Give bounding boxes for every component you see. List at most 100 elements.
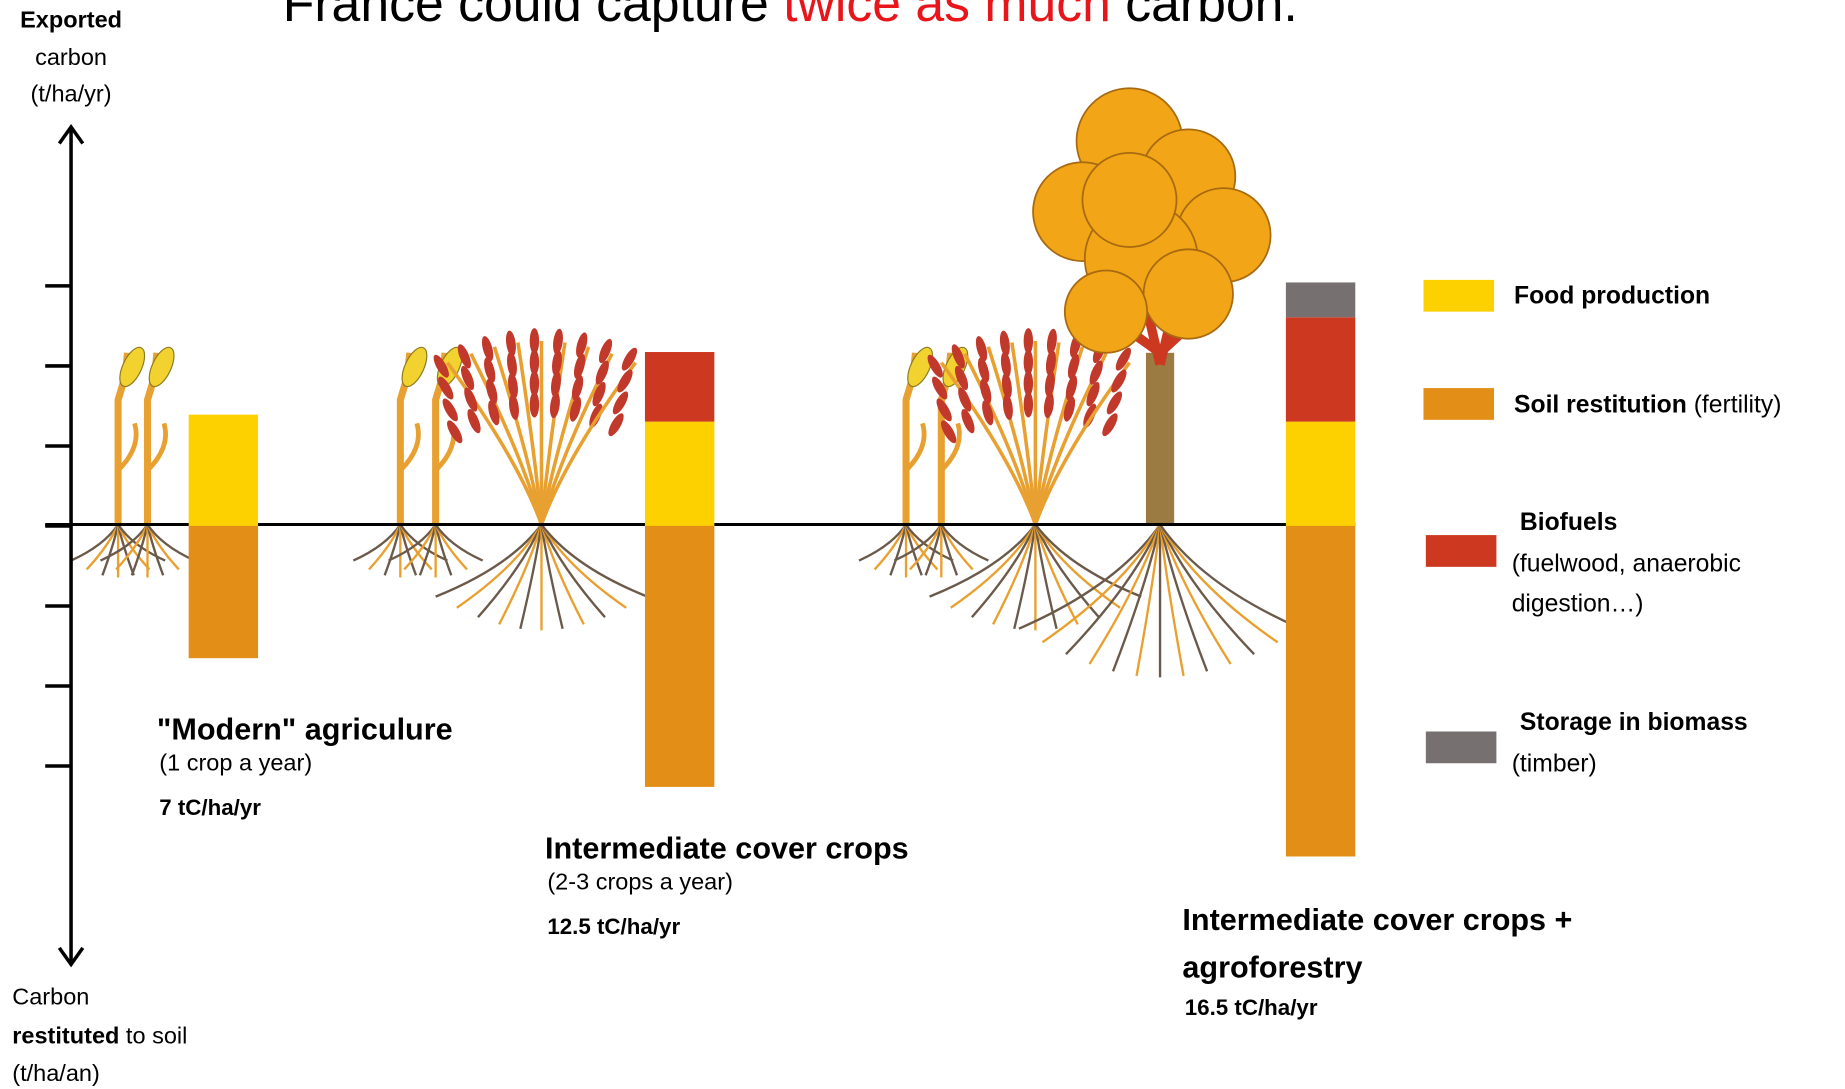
leaf bbox=[552, 349, 562, 376]
leaf bbox=[617, 369, 633, 393]
leaf bbox=[975, 336, 988, 362]
canopy bbox=[1081, 152, 1178, 248]
leaf bbox=[529, 391, 540, 418]
root bbox=[540, 523, 648, 598]
legend-name: Biofuels bbox=[1520, 509, 1617, 536]
root bbox=[1159, 523, 1302, 630]
illustrations bbox=[70, 87, 1302, 678]
bar-segment bbox=[188, 414, 259, 526]
y-label: Carbon bbox=[12, 984, 89, 1010]
category-total: 16.5 tC/ha/yr bbox=[1185, 995, 1318, 1020]
legend-entry: Food production bbox=[1514, 282, 1710, 309]
leaf bbox=[1089, 360, 1103, 385]
leaf bbox=[598, 338, 613, 364]
y-label: carbon bbox=[35, 44, 107, 70]
leaf bbox=[576, 332, 588, 358]
root bbox=[540, 524, 585, 625]
leaf bbox=[592, 382, 606, 407]
canopy bbox=[1142, 248, 1234, 340]
category-label-box: "Modern" agriculure bbox=[156, 711, 453, 747]
leaf bbox=[1115, 347, 1132, 371]
root bbox=[1034, 523, 1142, 598]
leaf bbox=[484, 357, 496, 383]
legend-entry: Soil restitution (fertility) bbox=[1514, 391, 1781, 418]
leaf bbox=[1023, 370, 1034, 397]
root bbox=[1088, 524, 1162, 665]
leaf bbox=[573, 353, 586, 379]
leaf bbox=[961, 409, 975, 434]
bar-segment bbox=[644, 421, 715, 526]
ear bbox=[907, 346, 934, 388]
leaf bbox=[927, 354, 943, 378]
trunk bbox=[1145, 352, 1175, 525]
leaf bbox=[461, 365, 475, 391]
root bbox=[940, 523, 989, 562]
leaf bbox=[467, 409, 481, 434]
root bbox=[1158, 524, 1255, 656]
root bbox=[950, 523, 1037, 609]
leaf bbox=[621, 347, 638, 371]
bar-segment bbox=[644, 525, 715, 787]
leaf bbox=[116, 422, 139, 473]
title-part: carbon. bbox=[1111, 0, 1298, 32]
legend-note-box: (timber) bbox=[1511, 750, 1597, 778]
leaf bbox=[1044, 371, 1055, 397]
legend-name: Storage in biomass bbox=[1520, 709, 1748, 736]
category-label: "Modern" agriculure bbox=[156, 711, 453, 747]
leaf bbox=[1065, 375, 1078, 401]
leaf bbox=[447, 420, 463, 444]
title-part: France could capture bbox=[283, 0, 783, 32]
root bbox=[1018, 523, 1162, 630]
leaf bbox=[1023, 328, 1034, 354]
legend-swatch bbox=[1423, 279, 1495, 312]
y-label-bold: restituted bbox=[12, 1022, 119, 1048]
leaf bbox=[958, 387, 972, 412]
root bbox=[1158, 524, 1185, 677]
category-label-box: Intermediate cover crops bbox=[545, 830, 909, 865]
leaf bbox=[954, 365, 969, 391]
arrow-head bbox=[57, 946, 85, 968]
leaf bbox=[433, 354, 449, 378]
root bbox=[540, 524, 606, 618]
y-label: (t/ha/yr) bbox=[31, 80, 112, 106]
root bbox=[1065, 524, 1162, 656]
root bbox=[940, 524, 959, 576]
root bbox=[101, 524, 120, 576]
leaf bbox=[982, 400, 994, 426]
y-label-part: to soil bbox=[119, 1022, 187, 1048]
legend-note: (fertility) bbox=[1687, 391, 1782, 418]
leaf bbox=[612, 391, 629, 415]
category-note: (2-3 crops a year) bbox=[547, 868, 733, 894]
leaf bbox=[939, 422, 962, 473]
leaf bbox=[551, 371, 561, 397]
leaf bbox=[1086, 382, 1100, 407]
bar-segment bbox=[1285, 317, 1356, 422]
legend-note: (timber) bbox=[1511, 750, 1597, 778]
leaf bbox=[932, 376, 948, 400]
y-label: Exported bbox=[20, 6, 122, 32]
legend-swatch bbox=[1425, 535, 1497, 567]
leaf bbox=[398, 422, 421, 473]
leaf bbox=[464, 387, 478, 412]
ear bbox=[401, 346, 428, 388]
root bbox=[929, 523, 1037, 598]
leaf bbox=[442, 398, 458, 422]
leaf bbox=[977, 357, 990, 383]
leaf bbox=[571, 375, 584, 401]
legend-note: (fuelwood, anaerobic digestion…) bbox=[1511, 550, 1741, 618]
root bbox=[905, 523, 954, 562]
category-label: Intermediate cover crops + agroforestry bbox=[1182, 902, 1573, 985]
bar-segment bbox=[188, 525, 259, 659]
leaf bbox=[951, 344, 965, 369]
leaf bbox=[1045, 349, 1056, 376]
arrow-head bbox=[57, 123, 85, 145]
title-highlight: twice as much bbox=[783, 0, 1111, 32]
category-label-box: Intermediate cover crops + agroforestry bbox=[1182, 902, 1573, 985]
root bbox=[434, 524, 453, 576]
legend-name: Soil restitution bbox=[1514, 391, 1687, 418]
root bbox=[1159, 523, 1279, 644]
category-total: 12.5 tC/ha/yr bbox=[547, 914, 680, 939]
leaf bbox=[145, 422, 168, 473]
leaf bbox=[529, 328, 540, 354]
